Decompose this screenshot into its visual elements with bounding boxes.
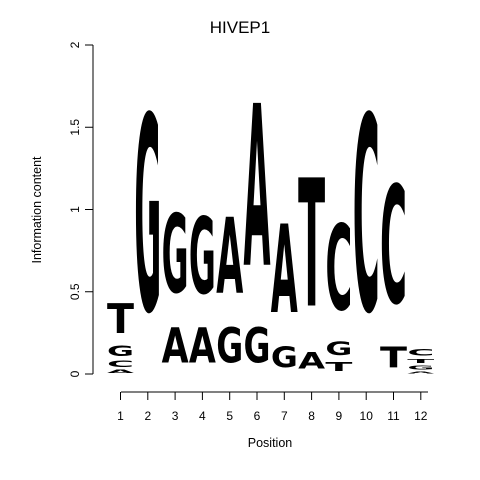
logo-letter-G: G	[134, 61, 161, 374]
logo-letter-T: T	[380, 342, 408, 375]
logo-stack: C	[353, 62, 380, 374]
logo-letter-A: A	[189, 318, 217, 374]
logo-letter-A: A	[298, 348, 325, 374]
y-axis-label: Information content	[30, 156, 44, 264]
x-axis: 1 2 3 4 5 6 7 8 9 10 11 12	[117, 391, 428, 423]
x-tick-label: 10	[360, 409, 374, 423]
chart-title: HIVEP1	[210, 18, 270, 37]
logo-stack: G	[134, 61, 161, 374]
x-tick-label: 12	[414, 409, 428, 423]
logo-stack: AG	[189, 197, 217, 374]
logo-letter-A: A	[244, 59, 271, 317]
x-axis-label: Position	[248, 436, 293, 450]
x-tick-label: 4	[199, 409, 206, 423]
logo-letter-C: C	[325, 200, 352, 338]
logo-letter-T: T	[325, 359, 352, 374]
logo-stack: GA	[216, 198, 243, 374]
y-axis-ticks: 0 0.5 1 1.5 2	[68, 41, 93, 377]
logo-letter-C: C	[107, 359, 134, 369]
x-tick-label: 11	[387, 409, 400, 423]
logo-letter-A: A	[216, 198, 243, 319]
x-tick-label: 7	[281, 409, 288, 423]
logo-stack: GA	[271, 199, 298, 374]
logo-stack: AT	[298, 144, 325, 374]
x-tick-label: 3	[172, 409, 179, 423]
logo-letter-G: G	[325, 338, 352, 359]
x-tick-label: 6	[254, 409, 261, 423]
y-tick-label: 1.5	[68, 119, 82, 136]
x-tick-label: 8	[308, 409, 315, 423]
logo-stack: TGC	[325, 200, 352, 374]
logo-letter-T: T	[107, 296, 135, 343]
logo-letter-A: A	[107, 369, 135, 374]
logo-letter-C: C	[380, 152, 407, 341]
logo-letter-G: G	[271, 342, 298, 374]
x-tick-label: 2	[144, 409, 151, 423]
logo-letter-G: G	[189, 197, 216, 319]
x-tick-label: 5	[226, 409, 233, 423]
logo-letter-A: A	[271, 199, 298, 340]
logo-letter-A: A	[162, 318, 190, 374]
y-axis: 0 0.5 1 1.5 2	[68, 41, 94, 377]
logo-letter-G: G	[216, 318, 243, 374]
logo-stack: GA	[244, 59, 271, 374]
x-tick-label: 9	[336, 409, 343, 423]
y-tick-label: 2	[68, 41, 82, 48]
logo-stack: AG	[162, 192, 190, 374]
logo-letter-G: G	[244, 318, 271, 374]
logo-letter-G: G	[107, 343, 134, 359]
logo-letter-G: G	[162, 192, 189, 318]
logo-letter-T: T	[298, 144, 325, 348]
y-tick-label: 0	[68, 370, 82, 377]
logo-stack: TC	[380, 152, 408, 375]
logo-letter-T: T	[407, 358, 435, 365]
logo-letter-C: C	[353, 62, 380, 374]
y-tick-label: 0.5	[68, 283, 82, 300]
logo-letter-A: A	[407, 371, 435, 374]
logo-letter-G: G	[407, 364, 434, 371]
logo-letter-C: C	[407, 348, 434, 358]
y-tick-label: 1	[68, 206, 82, 213]
x-tick-label: 1	[117, 409, 124, 423]
x-axis-ticks: 1 2 3 4 5 6 7 8 9 10 11 12	[117, 392, 428, 423]
